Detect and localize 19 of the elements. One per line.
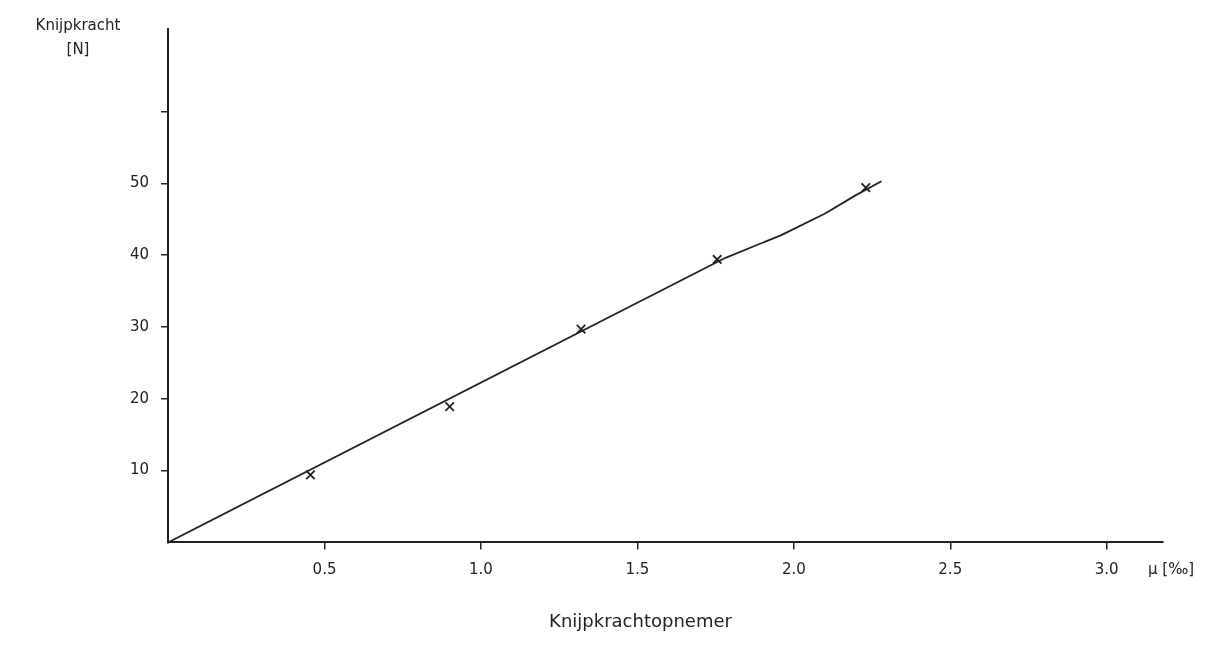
point: [860, 182, 871, 193]
text: Knijpkrachtopnemer: [549, 609, 733, 631]
point: [444, 401, 455, 412]
x-tick-label: 1.5: [625, 560, 650, 579]
y-tick-label: 40: [129, 245, 150, 264]
y-axis-title: Knijpkracht [N]: [35, 16, 121, 58]
x-tick-label: 1.0: [469, 560, 493, 579]
x-tick-label: 0.5: [312, 560, 337, 579]
y-tick-label: 30: [129, 316, 150, 335]
point: [305, 469, 316, 481]
x-tick-label: 2.5: [938, 560, 963, 579]
point: [712, 254, 723, 265]
y-tick-label: 50: [129, 173, 150, 192]
x-tick-label: 2.0: [781, 560, 806, 579]
x-tick-label: 3.0: [1094, 560, 1119, 579]
x-axis-title: μ [‰]: [1148, 560, 1195, 579]
point: [575, 324, 587, 335]
y-tick-label: 10: [129, 460, 150, 479]
y-tick-label: 20: [129, 388, 150, 407]
